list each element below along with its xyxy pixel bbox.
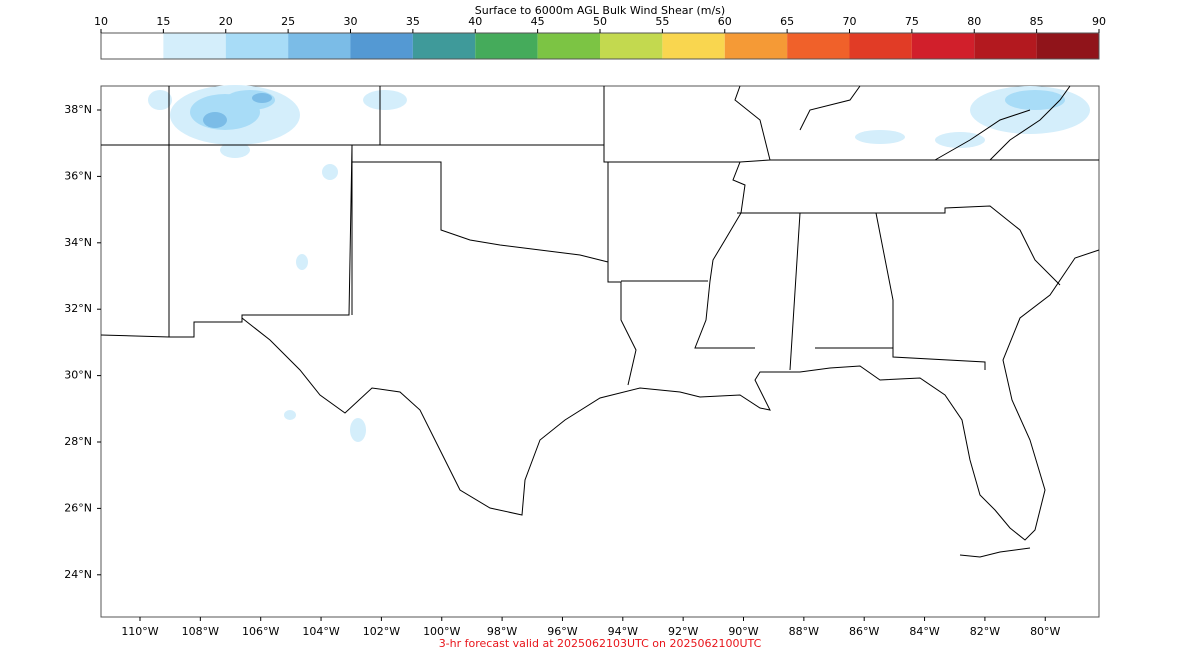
color-swatch xyxy=(662,33,725,59)
lon-label: 90°W xyxy=(728,625,758,638)
color-swatch xyxy=(350,33,413,59)
color-swatch xyxy=(724,33,788,59)
axes-labels: 38°N 36°N 34°N 32°N 30°N 28°N 26°N 24°N 110°W 108… xyxy=(64,103,1060,638)
colorbar-tick-label: 90 xyxy=(1092,15,1106,28)
lon-label: 104°W xyxy=(302,625,339,638)
colorbar-tick-label: 25 xyxy=(281,15,295,28)
colorbar-tick-label: 65 xyxy=(780,15,794,28)
lon-label: 92°W xyxy=(668,625,698,638)
colorbar-tick-label: 30 xyxy=(344,15,358,28)
colorbar-tick-label: 15 xyxy=(156,15,170,28)
lat-label: 26°N xyxy=(64,501,92,514)
lon-label: 84°W xyxy=(909,625,939,638)
colorbar-tick-label: 35 xyxy=(406,15,420,28)
lat-label: 24°N xyxy=(64,568,92,581)
color-swatch xyxy=(475,33,538,59)
lon-label: 86°W xyxy=(849,625,879,638)
map-frame xyxy=(100,85,1100,618)
colorbar-tick-label: 80 xyxy=(967,15,981,28)
lat-label: 32°N xyxy=(64,302,92,315)
forecast-footer: 3-hr forecast valid at 2025062103UTC on … xyxy=(439,637,762,650)
colorbar-title: Surface to 6000m AGL Bulk Wind Shear (m/… xyxy=(475,4,725,17)
lon-label: 94°W xyxy=(608,625,638,638)
lon-label: 102°W xyxy=(363,625,400,638)
color-swatch xyxy=(1036,33,1099,59)
lat-label: 38°N xyxy=(64,103,92,116)
color-swatch xyxy=(911,33,975,59)
lon-label: 98°W xyxy=(487,625,517,638)
lon-label: 96°W xyxy=(547,625,577,638)
color-swatch xyxy=(787,33,850,59)
colorbar-tick-label: 60 xyxy=(718,15,732,28)
lat-label: 28°N xyxy=(64,435,92,448)
colorbar-tick-label: 55 xyxy=(655,15,669,28)
lon-label: 82°W xyxy=(970,625,1000,638)
lat-label: 36°N xyxy=(64,169,92,182)
colorbar: 10 15 20 25 30 35 40 45 50 55 60 65 70 75 80 85 90 xyxy=(94,15,1106,60)
color-swatch xyxy=(849,33,912,59)
color-swatch xyxy=(412,33,476,59)
lon-label: 88°W xyxy=(789,625,819,638)
color-swatch xyxy=(600,33,663,59)
colorbar-tick-label: 40 xyxy=(468,15,482,28)
lon-label: 80°W xyxy=(1030,625,1060,638)
color-swatch xyxy=(101,33,164,59)
colorbar-tick-label: 75 xyxy=(905,15,919,28)
colorbar-tick-label: 10 xyxy=(94,15,108,28)
color-swatch xyxy=(974,33,1037,59)
color-swatch xyxy=(225,33,289,59)
color-swatch xyxy=(537,33,600,59)
lon-label: 100°W xyxy=(423,625,460,638)
boundaries xyxy=(100,85,1100,558)
colorbar-tick-label: 20 xyxy=(219,15,233,28)
color-swatch xyxy=(288,33,351,59)
lon-label: 108°W xyxy=(182,625,219,638)
colorbar-tick-label: 50 xyxy=(593,15,607,28)
colorbar-tick-label: 85 xyxy=(1030,15,1044,28)
lat-label: 30°N xyxy=(64,369,92,382)
colorbar-tick-label: 45 xyxy=(531,15,545,28)
lat-label: 34°N xyxy=(64,236,92,249)
colorbar-tick-label: 70 xyxy=(843,15,857,28)
lon-label: 110°W xyxy=(121,625,158,638)
lon-label: 106°W xyxy=(242,625,279,638)
color-swatch xyxy=(163,33,226,59)
